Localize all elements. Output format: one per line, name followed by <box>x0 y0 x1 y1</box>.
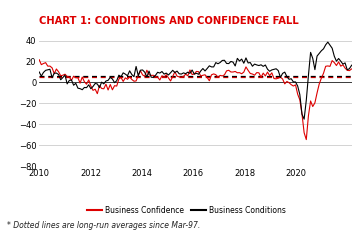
Legend: Business Confidence, Business Conditions: Business Confidence, Business Conditions <box>84 203 289 218</box>
Text: CHART 1: CONDITIONS AND CONFIDENCE FALL: CHART 1: CONDITIONS AND CONFIDENCE FALL <box>39 16 299 27</box>
Text: * Dotted lines are long-run averages since Mar-97.: * Dotted lines are long-run averages sin… <box>7 221 200 230</box>
